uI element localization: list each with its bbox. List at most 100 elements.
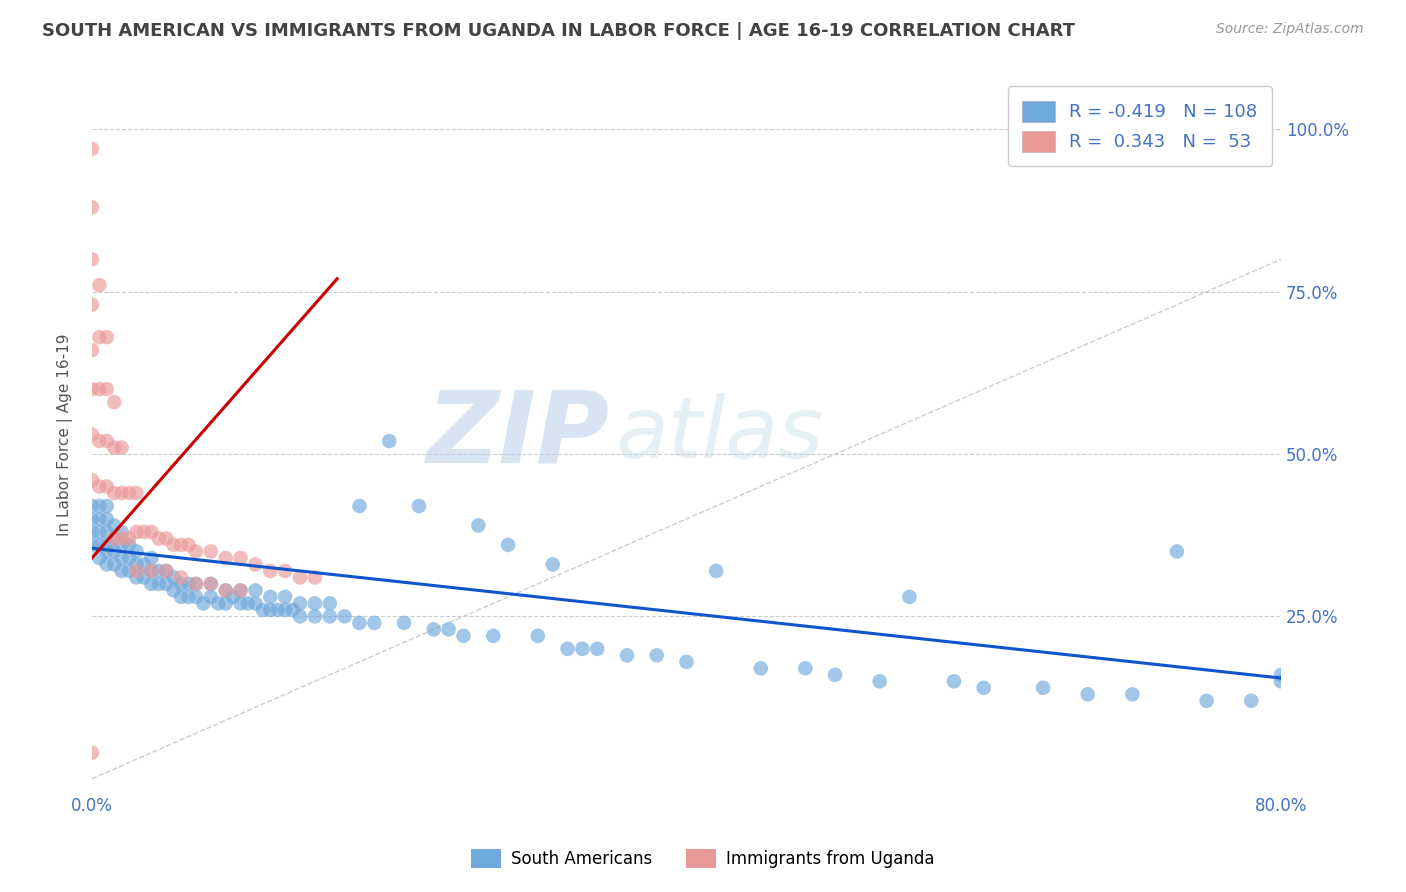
Point [96, 538, 118, 552]
Point [259, 603, 281, 617]
Point [141, 577, 163, 591]
Point [288, 609, 311, 624]
Point [274, 564, 297, 578]
Point [482, 629, 505, 643]
Point [319, 609, 342, 624]
Point [274, 603, 297, 617]
Point [89, 382, 111, 396]
Legend: R = -0.419   N = 108, R =  0.343   N =  53: R = -0.419 N = 108, R = 0.343 N = 53 [1008, 87, 1272, 166]
Point [704, 564, 727, 578]
Point [132, 570, 155, 584]
Point [541, 558, 564, 572]
Point [675, 655, 697, 669]
Point [118, 550, 141, 565]
Point [304, 609, 326, 624]
Point [125, 544, 148, 558]
Point [118, 532, 141, 546]
Point [96, 512, 118, 526]
Point [118, 538, 141, 552]
Point [96, 524, 118, 539]
Point [1032, 681, 1054, 695]
Point [125, 570, 148, 584]
Point [80, 298, 103, 312]
Point [177, 538, 200, 552]
Point [281, 603, 304, 617]
Point [96, 558, 118, 572]
Point [141, 564, 163, 578]
Point [103, 532, 125, 546]
Point [245, 596, 267, 610]
Point [527, 629, 550, 643]
Point [141, 564, 163, 578]
Point [1270, 674, 1292, 689]
Point [80, 200, 103, 214]
Point [193, 596, 215, 610]
Point [177, 577, 200, 591]
Point [111, 538, 134, 552]
Point [111, 532, 134, 546]
Point [89, 524, 111, 539]
Point [155, 564, 177, 578]
Point [200, 544, 222, 558]
Point [155, 532, 177, 546]
Point [184, 577, 207, 591]
Point [96, 499, 118, 513]
Point [645, 648, 668, 663]
Point [1270, 668, 1292, 682]
Point [89, 550, 111, 565]
Point [453, 629, 475, 643]
Point [215, 550, 238, 565]
Point [616, 648, 638, 663]
Point [184, 590, 207, 604]
Point [177, 590, 200, 604]
Point [200, 590, 222, 604]
Point [423, 623, 446, 637]
Text: SOUTH AMERICAN VS IMMIGRANTS FROM UGANDA IN LABOR FORCE | AGE 16-19 CORRELATION : SOUTH AMERICAN VS IMMIGRANTS FROM UGANDA… [42, 22, 1076, 40]
Point [103, 518, 125, 533]
Point [259, 564, 281, 578]
Text: ZIP: ZIP [426, 386, 609, 483]
Point [200, 577, 222, 591]
Point [118, 486, 141, 500]
Point [163, 570, 186, 584]
Point [207, 596, 229, 610]
Point [824, 668, 846, 682]
Point [132, 558, 155, 572]
Point [80, 499, 103, 513]
Point [89, 278, 111, 293]
Point [89, 330, 111, 344]
Point [304, 596, 326, 610]
Point [496, 538, 519, 552]
Point [125, 564, 148, 578]
Point [96, 544, 118, 558]
Point [111, 441, 134, 455]
Point [163, 538, 186, 552]
Point [170, 577, 193, 591]
Point [274, 590, 297, 604]
Point [943, 674, 966, 689]
Point [163, 583, 186, 598]
Point [148, 577, 170, 591]
Point [349, 615, 371, 630]
Point [103, 441, 125, 455]
Point [437, 623, 460, 637]
Point [80, 512, 103, 526]
Point [267, 603, 290, 617]
Point [229, 583, 252, 598]
Point [898, 590, 921, 604]
Point [80, 343, 103, 358]
Point [749, 661, 772, 675]
Point [1121, 687, 1143, 701]
Point [1166, 544, 1188, 558]
Point [80, 524, 103, 539]
Point [96, 434, 118, 448]
Point [80, 382, 103, 396]
Point [1195, 694, 1218, 708]
Point [288, 596, 311, 610]
Point [1240, 694, 1263, 708]
Y-axis label: In Labor Force | Age 16-19: In Labor Force | Age 16-19 [58, 334, 73, 536]
Point [184, 577, 207, 591]
Point [586, 641, 609, 656]
Point [103, 532, 125, 546]
Point [125, 486, 148, 500]
